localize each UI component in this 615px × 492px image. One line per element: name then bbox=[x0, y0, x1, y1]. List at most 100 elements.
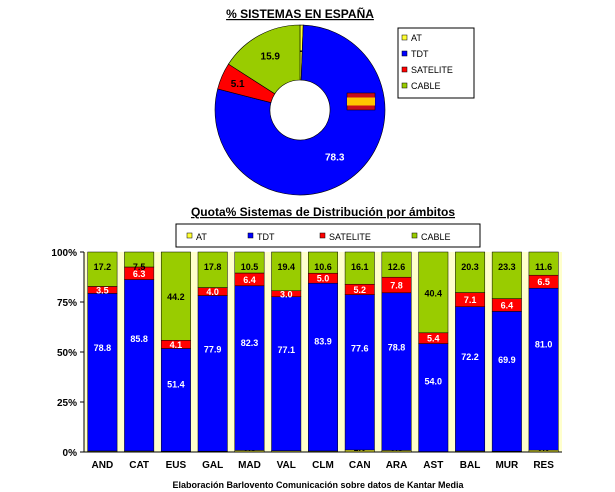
x-tick-ara: ARA bbox=[386, 460, 408, 471]
bar-label-cat-tdt: 85.8 bbox=[130, 334, 148, 344]
bar-eus-cable bbox=[160, 251, 191, 341]
pie-legend-swatch-tdt bbox=[401, 50, 408, 57]
bar-and-cable bbox=[87, 251, 118, 287]
bar-label-bal-tdt: 72.2 bbox=[461, 352, 479, 362]
bar-and-tdt bbox=[87, 293, 118, 452]
x-tick-bal: BAL bbox=[460, 460, 481, 471]
bar-label-res-satelite: 6.5 bbox=[537, 277, 550, 287]
bar-gal-cable bbox=[197, 251, 228, 288]
x-tick-cat: CAT bbox=[129, 460, 149, 471]
bar-label-gal-satelite: 4.0 bbox=[206, 287, 219, 297]
bar-can-cable bbox=[344, 251, 375, 285]
bar-mur-tdt bbox=[491, 311, 522, 452]
bar-label-mur-cable: 23.3 bbox=[498, 262, 516, 272]
pie-slice-tdt bbox=[214, 24, 386, 196]
bar-legend-swatch-cable bbox=[411, 232, 418, 239]
bar-cat-cable bbox=[124, 251, 155, 268]
bar-res-cable bbox=[528, 251, 559, 276]
bar-label-mur-satelite: 6.4 bbox=[501, 301, 514, 311]
bar-label-ara-tdt: 78.8 bbox=[388, 342, 406, 352]
bar-mad-tdt bbox=[234, 285, 265, 451]
pie-label-satelite: 5.1 bbox=[231, 79, 245, 90]
bar-ast-tdt bbox=[418, 343, 449, 452]
pie-legend-swatch-at bbox=[401, 34, 408, 41]
bar-label-bal-cable: 20.3 bbox=[461, 262, 479, 272]
bar-label-eus-tdt: 51.4 bbox=[167, 379, 185, 389]
bar-legend-label-tdt: TDT bbox=[257, 232, 275, 242]
bar-label-mad-satelite: 6.4 bbox=[243, 275, 256, 285]
bar-mad-cable bbox=[234, 251, 265, 274]
bar-label-can-satelite: 5.2 bbox=[354, 285, 367, 295]
bar-ara-cable bbox=[381, 251, 412, 278]
bar-legend-swatch-tdt bbox=[247, 232, 254, 239]
x-tick-can: CAN bbox=[349, 460, 371, 471]
x-tick-clm: CLM bbox=[312, 460, 334, 471]
bar-res-tdt bbox=[528, 287, 559, 451]
bar-label-ara-satelite: 7.8 bbox=[390, 281, 403, 291]
bar-legend-swatch-at bbox=[186, 232, 193, 239]
bar-ara-tdt bbox=[381, 292, 412, 451]
bar-bal-cable bbox=[455, 251, 486, 293]
bar-legend-label-cable: CABLE bbox=[421, 232, 451, 242]
pie-legend: AT TDT SATELITE CABLE bbox=[397, 27, 475, 99]
pie-legend-label-satelite: SATELITE bbox=[411, 65, 453, 75]
bar-label-mad-cable: 10.5 bbox=[241, 262, 259, 272]
pie-label-at: 0.6 bbox=[294, 44, 308, 55]
bar-label-val-tdt: 77.1 bbox=[277, 345, 295, 355]
bar-legend: AT TDT SATELITE CABLE bbox=[175, 223, 481, 248]
bar-label-res-cable: 11.6 bbox=[535, 262, 552, 272]
y-tick-label: 25% bbox=[57, 398, 77, 409]
pie-legend-swatch-cable bbox=[401, 82, 408, 89]
x-tick-mad: MAD bbox=[238, 460, 261, 471]
pie-slice-cable bbox=[228, 24, 301, 95]
bar-clm-tdt bbox=[308, 282, 338, 452]
bar-label-can-cable: 16.1 bbox=[351, 262, 369, 272]
bar-label-mur-tdt: 69.9 bbox=[498, 355, 516, 365]
x-tick-val: VAL bbox=[277, 460, 296, 471]
pie-legend-swatch-satelite bbox=[401, 66, 408, 73]
y-tick-label: 50% bbox=[57, 348, 77, 359]
pie-legend-label-tdt: TDT bbox=[411, 49, 429, 59]
bar-chart: 0.578.83.517.20.585.86.37.50.451.44.144.… bbox=[87, 251, 559, 453]
bar-label-gal-cable: 17.8 bbox=[204, 262, 222, 272]
bar-mur-cable bbox=[491, 251, 522, 299]
bar-label-gal-tdt: 77.9 bbox=[204, 344, 222, 354]
pie-chart: 0.6 78.3 5.1 15.9 bbox=[214, 24, 386, 196]
bar-label-res-tdt: 81.0 bbox=[535, 339, 553, 349]
bar-can-tdt bbox=[344, 294, 375, 451]
bar-label-cat-satelite: 6.3 bbox=[133, 269, 146, 279]
spain-flag-icon bbox=[346, 92, 376, 111]
pie-legend-label-cable: CABLE bbox=[411, 81, 441, 91]
pie-label-tdt: 78.3 bbox=[325, 152, 345, 163]
bar-legend-label-at: AT bbox=[196, 232, 207, 242]
x-tick-eus: EUS bbox=[166, 460, 187, 471]
bar-label-clm-satelite: 5.0 bbox=[317, 274, 330, 284]
x-tick-ast: AST bbox=[423, 460, 443, 471]
bar-label-and-tdt: 78.8 bbox=[94, 343, 112, 353]
bar-label-ast-tdt: 54.0 bbox=[425, 376, 443, 386]
bar-legend-swatch-satelite bbox=[319, 232, 326, 239]
y-tick-label: 100% bbox=[51, 248, 77, 259]
bar-bal-tdt bbox=[455, 306, 486, 452]
bar-ast-cable bbox=[418, 251, 449, 334]
bar-label-val-satelite: 3.0 bbox=[280, 289, 293, 299]
pie-chart-title: % SISTEMAS EN ESPAÑA bbox=[226, 6, 374, 21]
bar-label-cat-cable: 7.5 bbox=[133, 262, 146, 272]
x-tick-mur: MUR bbox=[495, 460, 519, 471]
bar-gal-tdt bbox=[197, 295, 228, 452]
bar-label-and-satelite: 3.5 bbox=[96, 285, 109, 295]
bar-label-bal-satelite: 7.1 bbox=[464, 295, 477, 305]
x-tick-res: RES bbox=[533, 460, 554, 471]
bar-label-eus-cable: 44.2 bbox=[167, 292, 185, 302]
bar-label-and-cable: 17.2 bbox=[94, 262, 112, 272]
bar-label-ast-satelite: 5.4 bbox=[427, 334, 440, 344]
bar-label-clm-tdt: 83.9 bbox=[314, 336, 332, 346]
bar-label-clm-cable: 10.6 bbox=[314, 262, 332, 272]
pie-legend-label-at: AT bbox=[411, 33, 422, 43]
bar-label-val-cable: 19.4 bbox=[277, 262, 295, 272]
bar-label-mad-tdt: 82.3 bbox=[241, 338, 259, 348]
y-tick-label: 0% bbox=[63, 448, 78, 459]
bar-label-can-tdt: 77.6 bbox=[351, 343, 369, 353]
bar-val-cable bbox=[271, 251, 302, 292]
